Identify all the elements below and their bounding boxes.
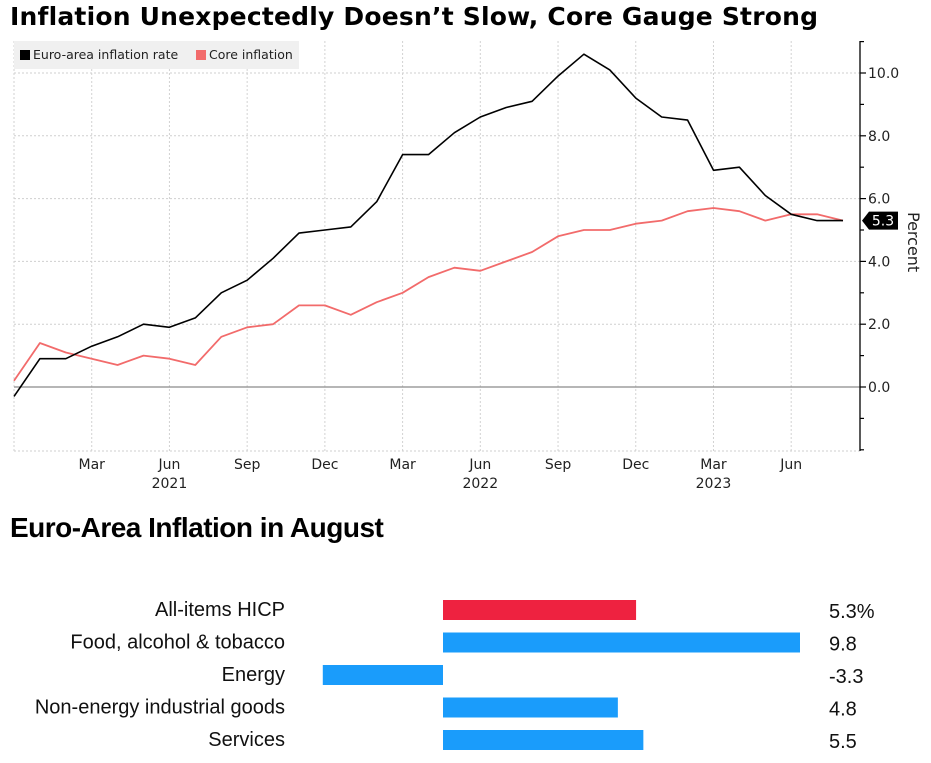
last-value-badge-shape xyxy=(862,211,898,230)
legend-background xyxy=(14,41,299,69)
x-tick-year-label: 2021 xyxy=(152,476,188,492)
series-line-euro-area xyxy=(13,53,843,397)
bar xyxy=(443,697,618,718)
bar-chart-title: Euro-Area Inflation in August xyxy=(10,512,384,543)
y-tick-label: 0.0 xyxy=(868,380,890,396)
y-tick-label: 8.0 xyxy=(868,129,890,145)
legend-swatch-core xyxy=(196,50,206,60)
bar-chart: All-items HICP 5.3% Food, alcohol & tobacc… xyxy=(35,599,875,753)
bar-category-label: Energy xyxy=(222,664,285,686)
bar-category-label: Services xyxy=(208,729,285,751)
bar-value-label: 5.3% xyxy=(829,601,875,623)
bar-value-label: 4.8 xyxy=(829,699,857,721)
last-value-label: 5.3 xyxy=(872,214,894,230)
series xyxy=(13,53,844,397)
bar-value-label: 9.8 xyxy=(829,634,857,656)
bar xyxy=(322,665,443,685)
legend-label-euro-area: Euro-area inflation rate xyxy=(33,47,178,62)
line-chart-title: Inflation Unexpectedly Doesn’t Slow, Cor… xyxy=(10,2,819,31)
bar-category-label: All-items HICP xyxy=(155,599,285,621)
x-tick-year-label: 2023 xyxy=(696,476,732,492)
y-axis-label: Percent xyxy=(904,212,923,272)
bar-category-label: Food, alcohol & tobacco xyxy=(70,632,285,654)
x-tick-label: Mar xyxy=(389,457,416,473)
y-axis: 0.0 2.0 4.0 6.0 8.0 10.0 xyxy=(859,40,899,451)
bar-value-label: -3.3 xyxy=(829,666,863,688)
bar xyxy=(443,632,800,653)
x-tick-label: Dec xyxy=(311,457,338,473)
x-tick-label: Jun xyxy=(468,457,491,473)
bar-value-label: 5.5 xyxy=(829,731,857,753)
bar-category-label: Non-energy industrial goods xyxy=(35,697,285,719)
legend-label-core: Core inflation xyxy=(209,47,293,62)
legend-swatch-euro-area xyxy=(20,50,30,60)
last-value-badge: 5.3 xyxy=(862,211,898,230)
line-chart: Euro-area inflation rate Core inflation … xyxy=(13,40,923,492)
x-tick-label: Sep xyxy=(234,457,261,473)
x-tick-label: Mar xyxy=(79,457,106,473)
x-axis: Mar Jun 2021 Sep Dec Mar Jun 2022 Sep Dec Mar 2023 J… xyxy=(79,457,803,492)
y-tick-label: 4.0 xyxy=(868,254,890,270)
grid xyxy=(13,41,860,452)
bar xyxy=(443,600,637,620)
y-tick-label: 10.0 xyxy=(868,66,899,82)
series-line-core xyxy=(13,207,844,382)
y-tick-label: 6.0 xyxy=(868,192,890,208)
x-tick-label: Jun xyxy=(158,457,181,473)
y-tick-label: 2.0 xyxy=(868,317,890,333)
bar xyxy=(443,730,644,750)
x-tick-label: Dec xyxy=(622,457,649,473)
x-tick-label: Sep xyxy=(545,457,572,473)
x-tick-label: Mar xyxy=(700,457,727,473)
x-tick-label: Jun xyxy=(779,457,802,473)
x-tick-year-label: 2022 xyxy=(462,476,498,492)
